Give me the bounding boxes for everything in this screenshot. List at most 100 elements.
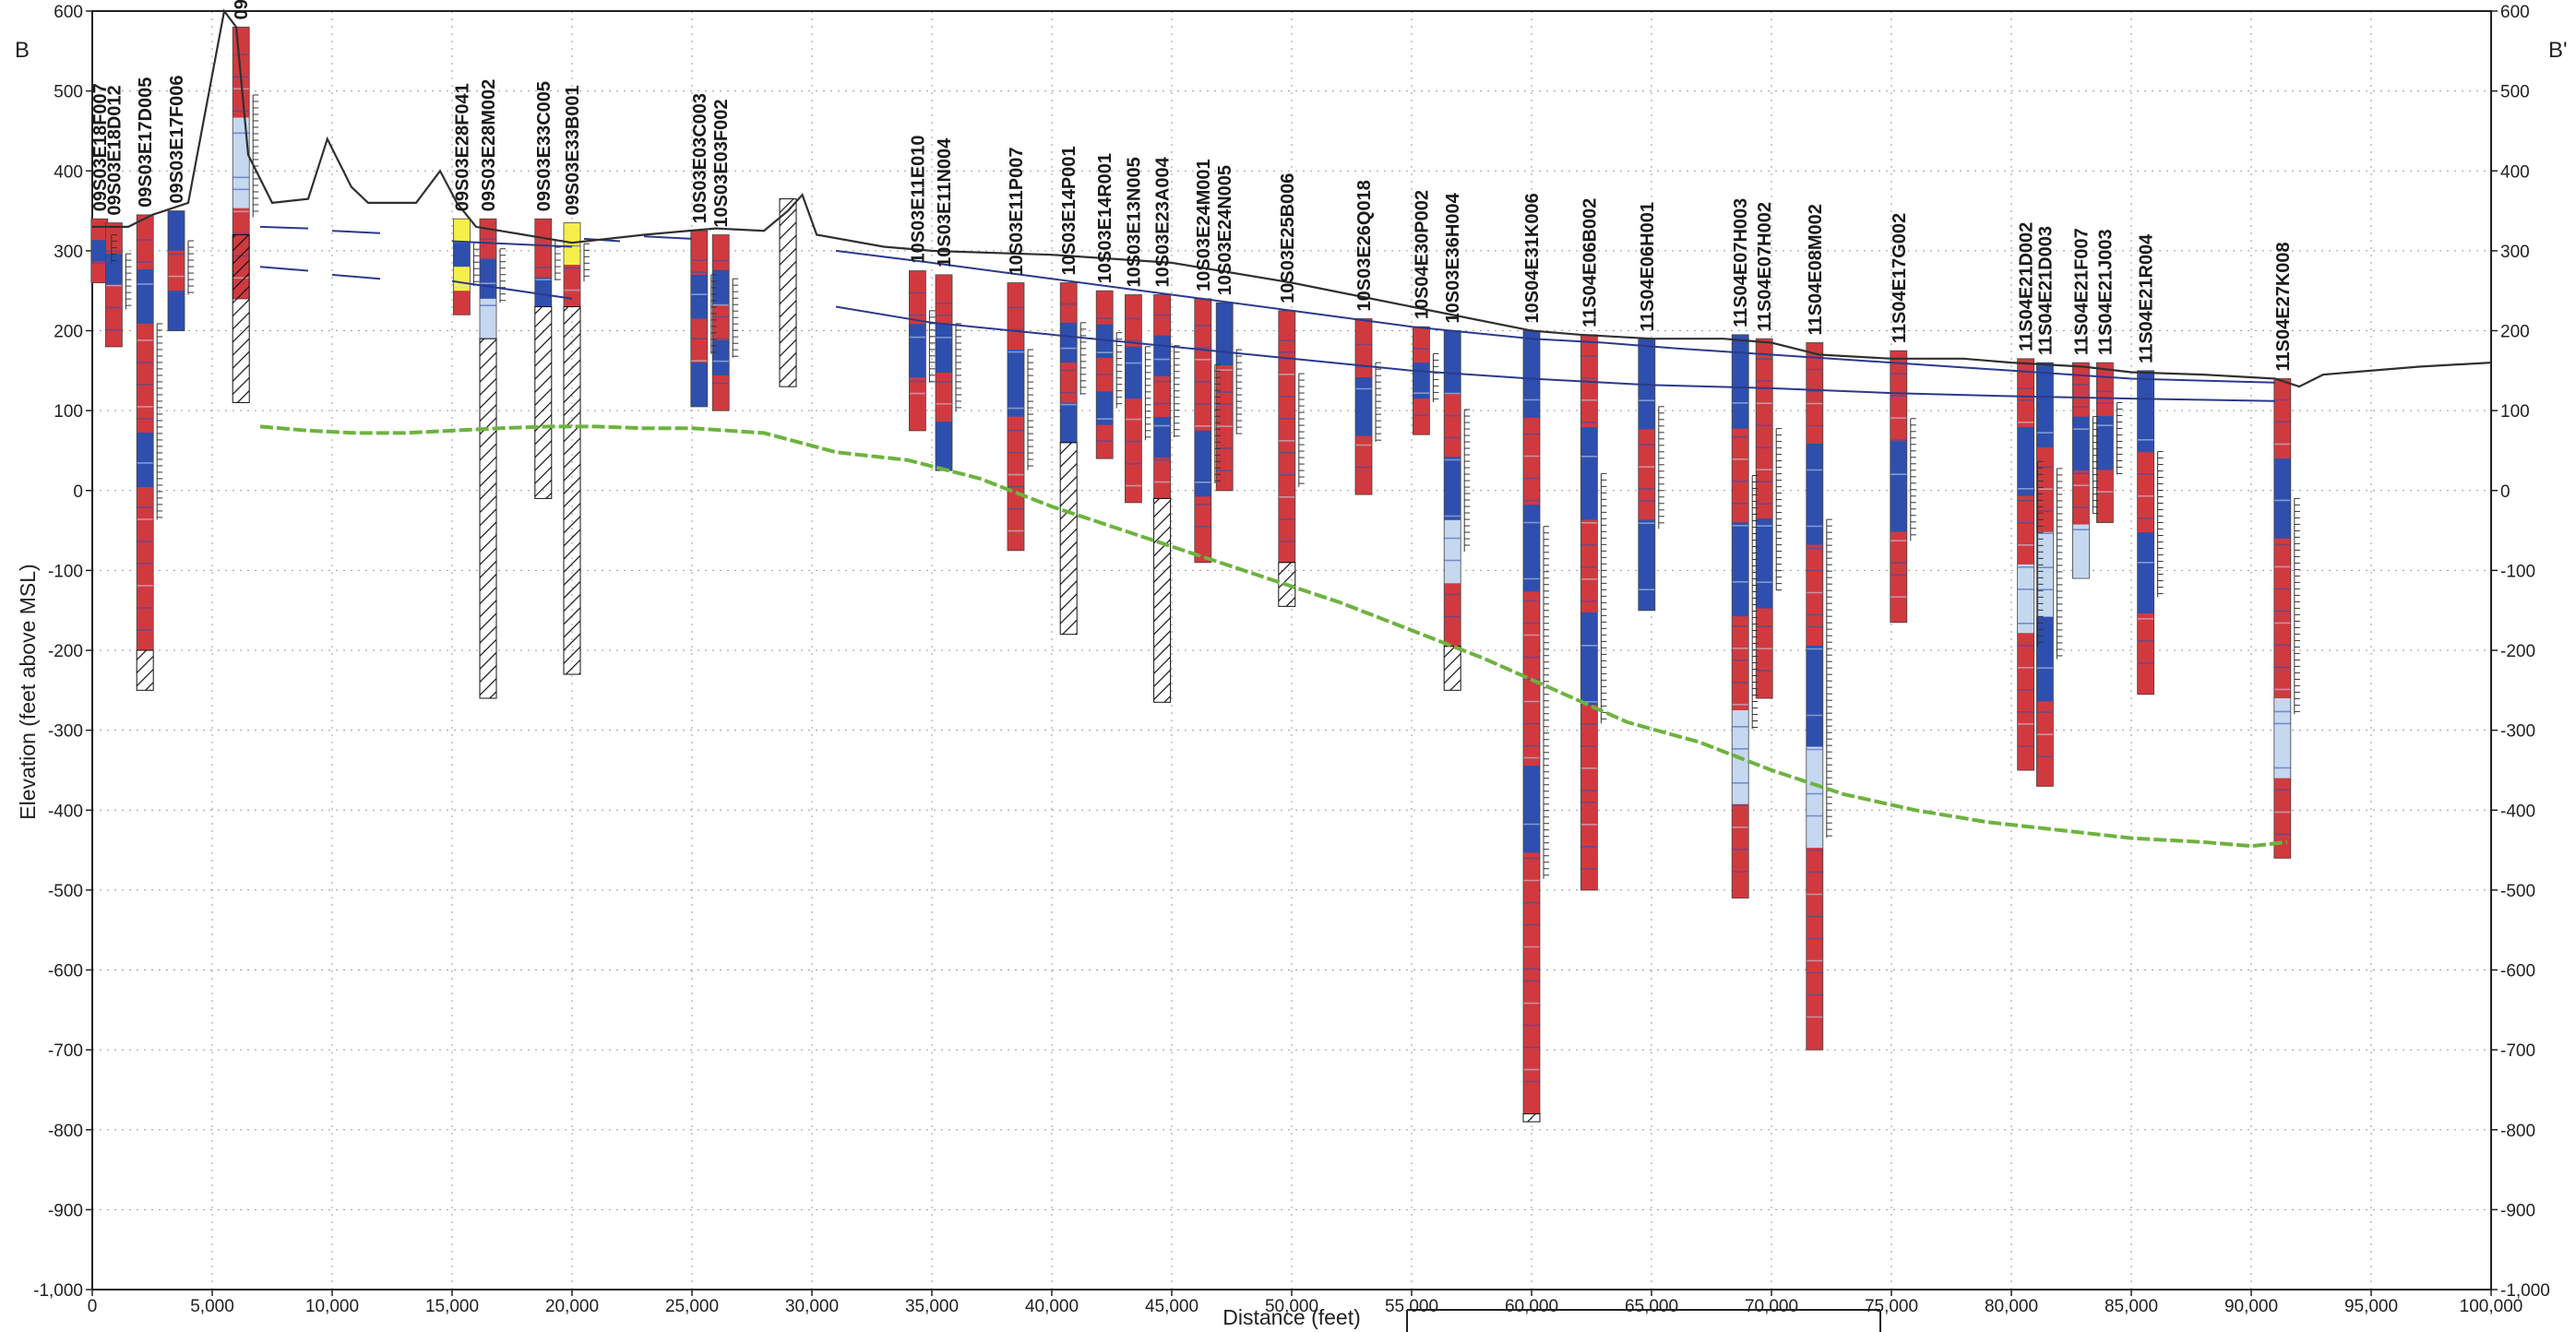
well-casing: [1755, 338, 1773, 699]
well-unit-blue: [168, 210, 185, 252]
x-tick-label: 90,000: [2224, 1297, 2278, 1316]
well-casing: [2273, 378, 2292, 859]
x-tick-label: 15,000: [425, 1297, 479, 1316]
well-unit-red: [534, 247, 552, 279]
well-unit-blue: [690, 274, 708, 320]
well-10S03E03C003: [690, 230, 709, 408]
well-label: 10S03E11E010: [908, 136, 928, 264]
well-11S04E21D002: [2017, 358, 2035, 771]
well-unit-red: [909, 270, 926, 325]
well-10S04E31K006: [1522, 330, 1541, 1114]
well-unit-red: [2017, 701, 2034, 771]
y-tick-label-right: -500: [2500, 882, 2535, 901]
well-unit-blue: [909, 324, 926, 378]
well-unit-lightblue: [1806, 746, 1823, 849]
well-unit-blue: [712, 339, 730, 376]
well-label: 10S04E31K006: [1522, 193, 1543, 323]
well-unit-blue: [1580, 427, 1598, 521]
well-unit-red: [2273, 538, 2291, 619]
well-09S03E17F006: [167, 210, 185, 331]
well-unit-red: [1125, 294, 1142, 348]
x-tick-label: 80,000: [1985, 1297, 2038, 1316]
well-casing: [1890, 350, 1908, 624]
well-unit-blue: [1153, 335, 1171, 377]
well-casing: [2137, 370, 2155, 696]
well-logs: [90, 26, 2292, 1114]
section-end-left-label: B: [15, 38, 30, 63]
y-tick-label-left: 400: [54, 162, 83, 182]
well-10S03E11P007: [1007, 282, 1025, 552]
y-tick-label-right: 100: [2500, 402, 2530, 422]
well-label: 10S03E36H004: [1443, 192, 1463, 323]
well-unit-red: [712, 304, 730, 341]
well-casing: [909, 270, 926, 432]
well-10S03E24M001: [1194, 298, 1212, 564]
well-casing: [1731, 334, 1749, 898]
water-level-segment: [331, 273, 381, 280]
section-end-right-label: B': [2548, 38, 2568, 63]
well-unit-red: [1806, 544, 1823, 647]
hatch-interval: [1443, 646, 1461, 691]
hatch-interval: [1059, 442, 1078, 636]
well-unit-red: [1444, 393, 1461, 458]
hatch-interval: [232, 234, 250, 403]
well-unit-red: [1580, 705, 1598, 799]
well-unit-red: [90, 219, 108, 241]
x-tick-label: 35,000: [905, 1297, 959, 1316]
well-unit-red: [1153, 458, 1171, 499]
x-tick-label: 75,000: [1865, 1297, 1918, 1316]
x-tick-label: 20,000: [545, 1297, 599, 1316]
y-tick-label-left: 100: [54, 402, 83, 422]
well-unit-red: [1523, 939, 1540, 1028]
water-level-segment: [259, 266, 309, 272]
well-unit-red: [1060, 282, 1078, 324]
water-level-segment: [331, 230, 381, 234]
y-tick-label-right: 0: [2500, 482, 2510, 502]
water-level-segment: [259, 225, 309, 230]
well-10S03E03F002: [711, 234, 730, 411]
well-label: 10S03E24N005: [1215, 165, 1235, 295]
well-unit-blue: [936, 422, 952, 471]
well-casing: [1413, 326, 1430, 435]
y-axis-ticks-right: 600 500 400 300 200 100 0 -100 -200 -300 -400 -500 -…: [2491, 3, 2550, 1301]
y-tick-label-left: -800: [48, 1122, 83, 1141]
well-11S04E21J003: [2095, 362, 2114, 523]
well-unit-red: [90, 261, 108, 284]
well-unit-blue: [1523, 505, 1540, 592]
y-tick-label-left: -1,000: [33, 1281, 83, 1301]
y-axis-ticks-left: 600 500 400 300 200 100 0 -100 -200 -300 -400 -500 -…: [33, 3, 92, 1301]
well-unit-red: [1580, 519, 1598, 613]
well-unit-red: [453, 291, 471, 315]
well-casing: [167, 210, 185, 331]
x-tick-label: 100,000: [2460, 1297, 2523, 1316]
well-unit-blue: [534, 277, 552, 308]
well-unit-red: [1355, 318, 1372, 378]
ground-surface-line: [92, 8, 2492, 388]
well-unit-red: [1806, 948, 1823, 1051]
well-casing: [2017, 358, 2035, 771]
well-casing: [2071, 362, 2090, 579]
well-11S04E21D003: [2035, 362, 2054, 787]
well-unit-red: [534, 219, 552, 249]
well-unit-red: [1756, 428, 1773, 519]
x-tick-label: 10,000: [305, 1297, 359, 1316]
well-unit-blue: [1355, 377, 1372, 437]
well-unit-blue: [90, 240, 108, 262]
well-unit-blue: [1732, 334, 1749, 430]
well-11S04E08M002: [1806, 342, 1824, 1051]
hatch-interval: [479, 338, 497, 699]
y-tick-label-right: -400: [2500, 802, 2535, 821]
well-unit-red: [1413, 398, 1430, 435]
well-casing: [105, 222, 123, 348]
well-11S04E06H001: [1638, 338, 1656, 612]
y-tick-label-right: -800: [2500, 1122, 2535, 1141]
well-label: 11S04E27K008: [2273, 242, 2294, 371]
well-label: 11S04E21D002: [2017, 222, 2037, 351]
well-unit-yellow: [453, 267, 471, 291]
well-label: 11S04E21F007: [2071, 228, 2092, 355]
well-unit-blue: [1194, 430, 1211, 497]
well-unit-red: [2072, 363, 2090, 418]
y-tick-label-left: -700: [48, 1041, 83, 1061]
well-unit-blue: [480, 258, 496, 300]
